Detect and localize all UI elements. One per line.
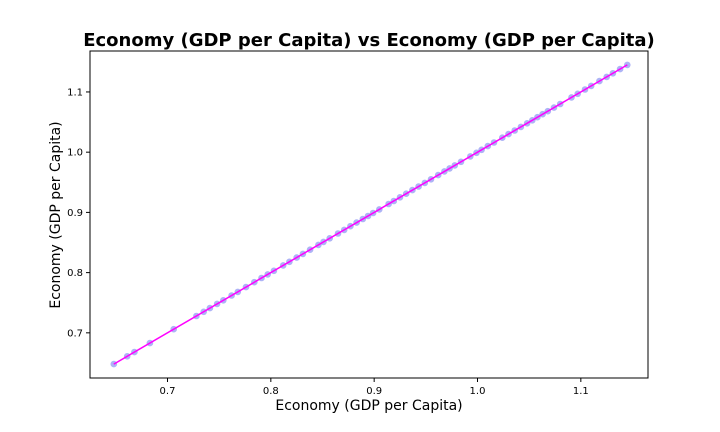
chart-title: Economy (GDP per Capita) vs Economy (GDP… bbox=[83, 30, 655, 51]
y-tick-label: 0.9 bbox=[67, 208, 83, 219]
x-tick-label: 0.8 bbox=[263, 386, 279, 397]
x-tick-label: 0.9 bbox=[366, 386, 382, 397]
y-tick-label: 1.1 bbox=[67, 87, 83, 98]
x-axis-label: Economy (GDP per Capita) bbox=[275, 398, 462, 414]
plot-frame bbox=[89, 50, 649, 379]
y-tick-label: 0.8 bbox=[67, 268, 83, 279]
scatter-point bbox=[110, 360, 118, 368]
fit-line bbox=[113, 64, 628, 365]
x-tick-label: 0.7 bbox=[160, 386, 176, 397]
y-tick-label: 0.7 bbox=[67, 328, 83, 339]
y-axis-label: Economy (GDP per Capita) bbox=[48, 121, 64, 308]
ticks-layer: 0.7 0.8 0.9 1.0 1.1 0.7 0.8 0.9 1.0 1.1 bbox=[67, 87, 589, 397]
x-tick-label: 1.1 bbox=[573, 386, 589, 397]
plot-layer bbox=[110, 61, 631, 368]
y-tick-label: 1.0 bbox=[67, 148, 83, 159]
x-tick-label: 1.0 bbox=[470, 386, 486, 397]
